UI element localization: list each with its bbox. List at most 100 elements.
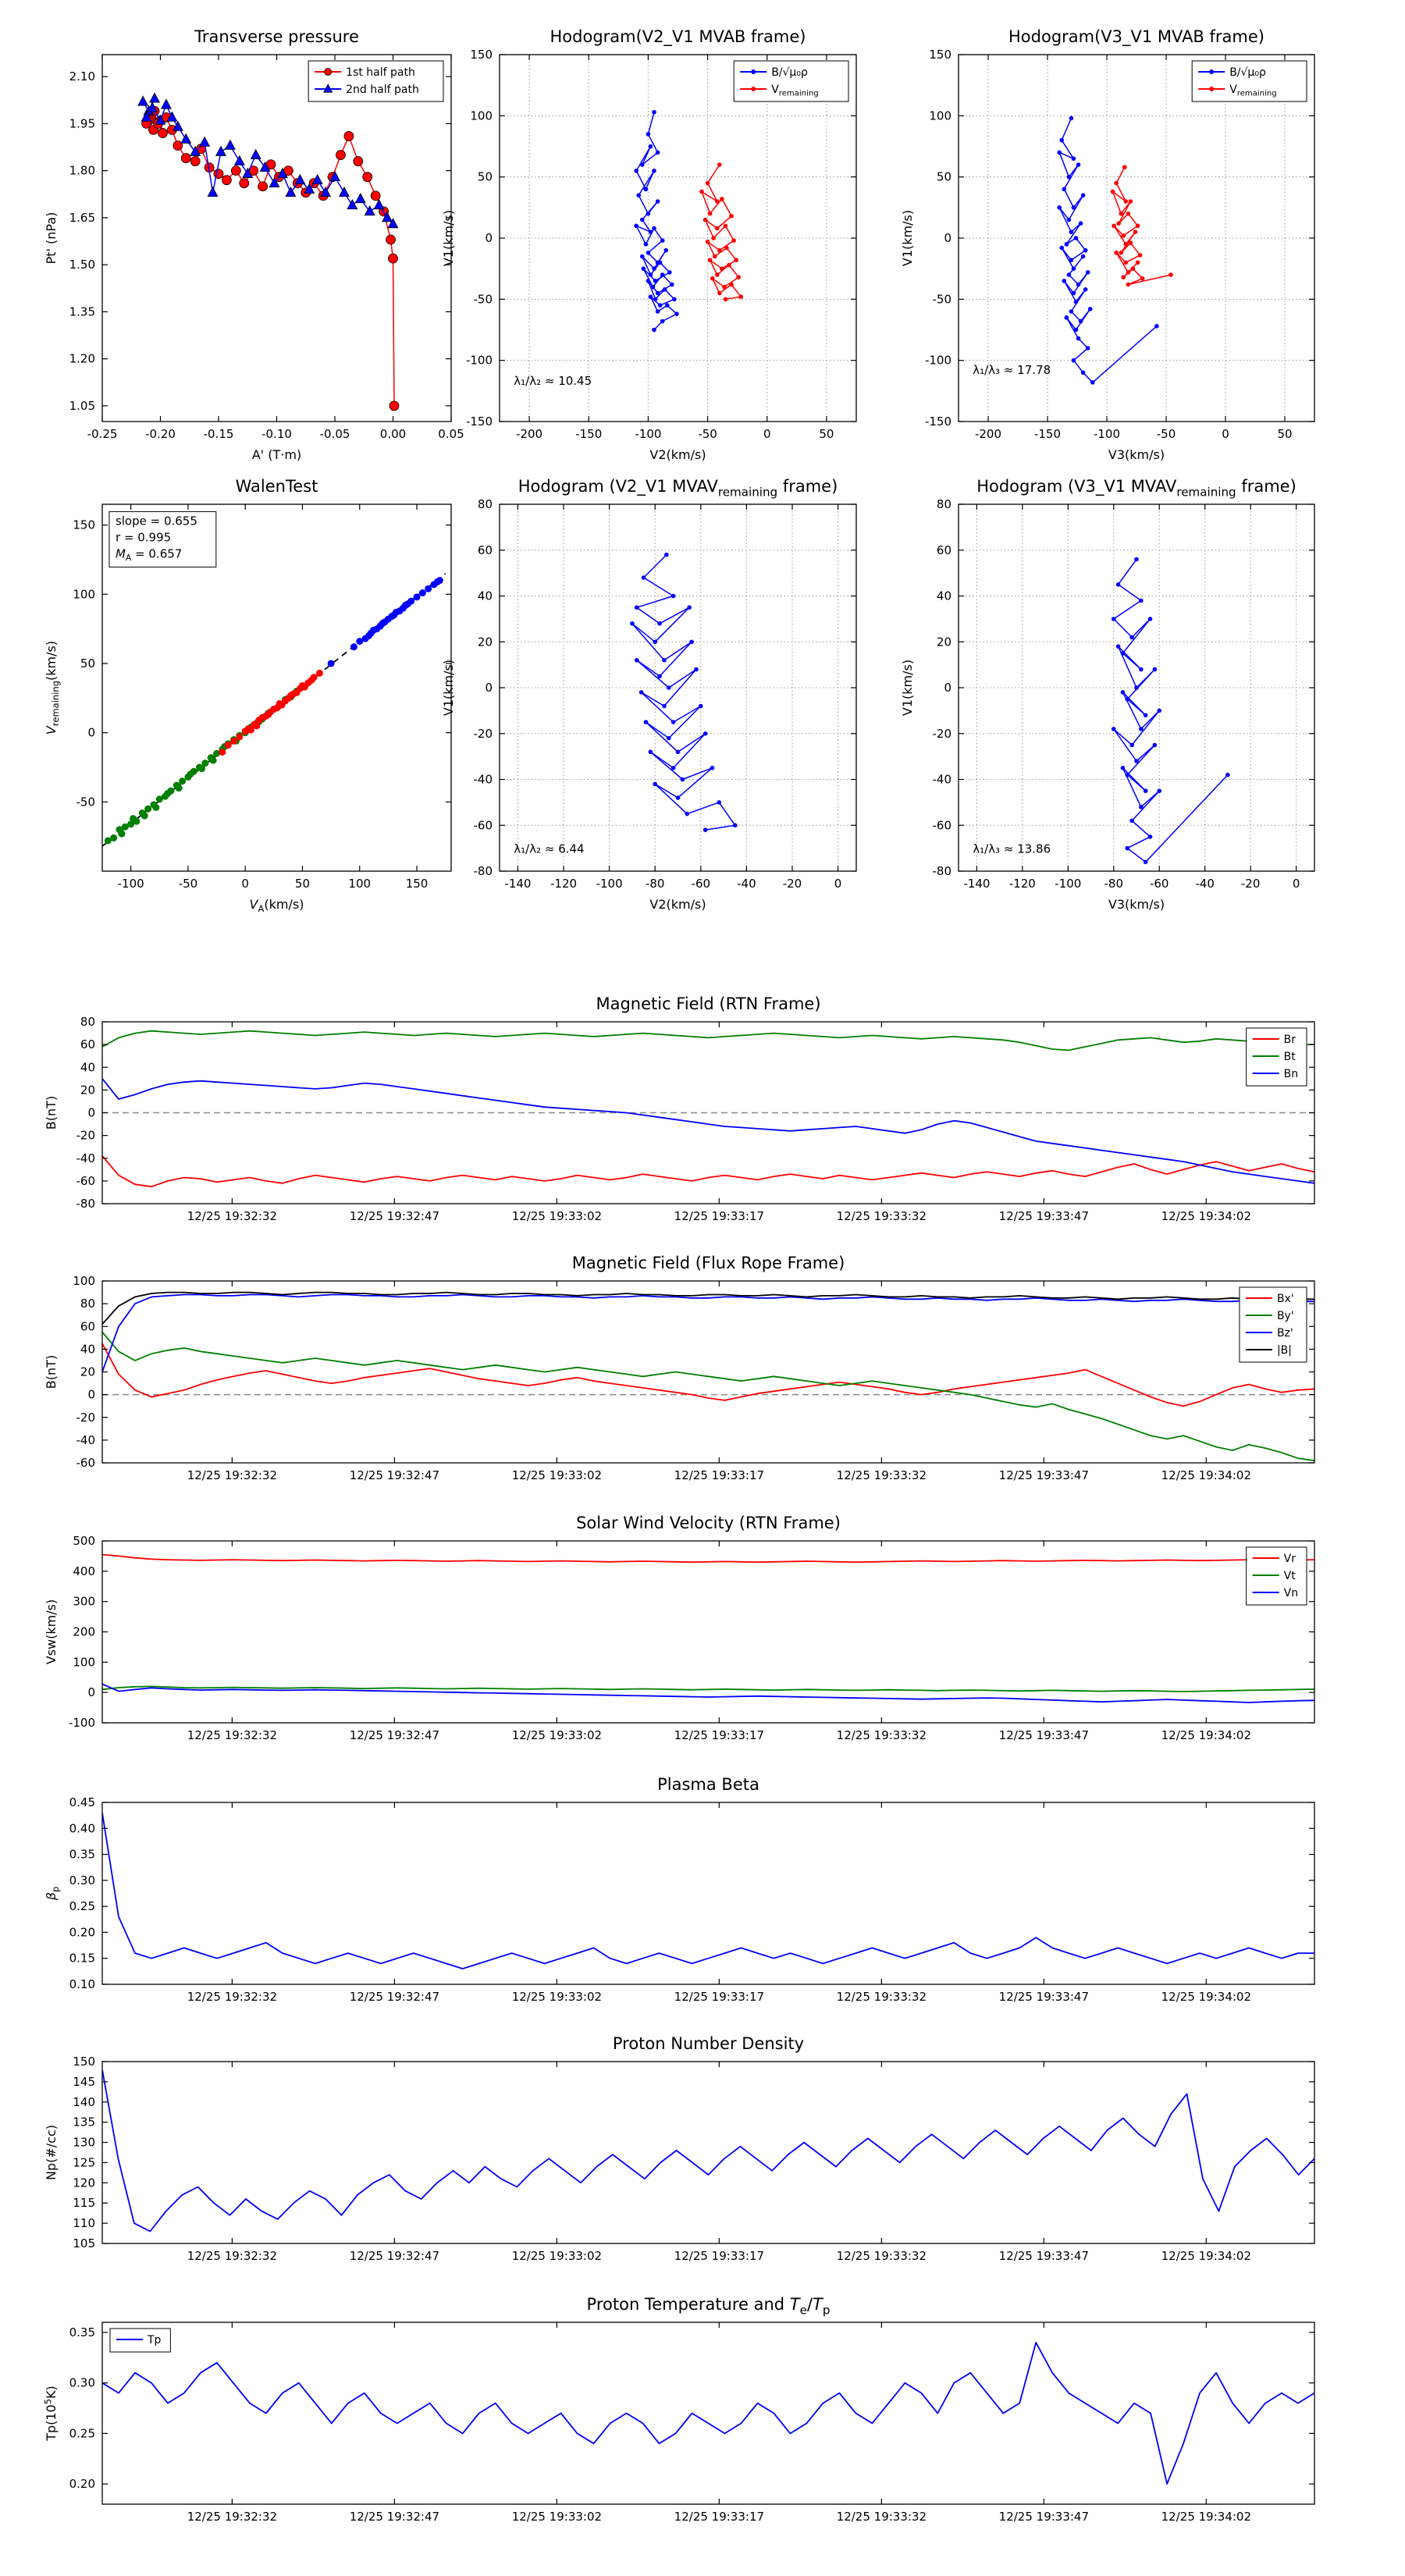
svg-text:-40: -40: [76, 1151, 96, 1165]
svg-text:0: 0: [87, 1106, 95, 1120]
svg-text:-150: -150: [925, 415, 951, 429]
svg-text:-50: -50: [76, 795, 96, 809]
svg-text:Proton Number Density: Proton Number Density: [613, 2034, 804, 2053]
svg-text:-40: -40: [737, 877, 756, 891]
svg-text:12/25 19:34:02: 12/25 19:34:02: [1161, 2510, 1251, 2524]
svg-text:12/25 19:33:02: 12/25 19:33:02: [512, 2249, 602, 2263]
svg-text:-150: -150: [575, 427, 602, 441]
svg-text:0: 0: [87, 1685, 95, 1699]
svg-text:-50: -50: [179, 877, 198, 891]
svg-text:-20: -20: [933, 727, 952, 741]
svg-text:12/25 19:32:32: 12/25 19:32:32: [187, 1468, 277, 1482]
svg-text:Tp(105K): Tp(105K): [42, 2386, 59, 2442]
svg-text:V1(km/s): V1(km/s): [900, 210, 915, 266]
svg-text:40: 40: [80, 1060, 95, 1074]
svg-text:105: 105: [73, 2236, 95, 2250]
svg-text:0.05: 0.05: [438, 427, 464, 441]
svg-text:150: 150: [73, 2055, 95, 2069]
svg-text:12/25 19:33:02: 12/25 19:33:02: [512, 2510, 602, 2524]
svg-text:-80: -80: [76, 1197, 96, 1211]
svg-text:0: 0: [944, 231, 951, 245]
svg-text:-20: -20: [76, 1129, 96, 1143]
svg-text:0: 0: [87, 1388, 95, 1402]
svg-text:-20: -20: [1241, 877, 1261, 891]
svg-text:50: 50: [819, 427, 834, 441]
svg-text:12/25 19:34:02: 12/25 19:34:02: [1161, 1728, 1251, 1742]
svg-text:0: 0: [1222, 427, 1229, 441]
svg-text:0.35: 0.35: [69, 2325, 95, 2339]
svg-text:80: 80: [937, 497, 951, 511]
svg-text:0.10: 0.10: [69, 1977, 95, 1991]
svg-text:12/25 19:32:47: 12/25 19:32:47: [350, 1468, 439, 1482]
svg-text:400: 400: [73, 1564, 95, 1578]
svg-text:12/25 19:32:32: 12/25 19:32:32: [187, 2249, 277, 2263]
svg-text:0: 0: [763, 427, 771, 441]
svg-text:-100: -100: [466, 354, 493, 368]
svg-text:-60: -60: [1150, 877, 1169, 891]
svg-text:50: 50: [937, 170, 951, 184]
svg-text:-60: -60: [76, 1174, 96, 1188]
svg-text:1.80: 1.80: [69, 164, 95, 178]
svg-text:V1(km/s): V1(km/s): [441, 210, 456, 266]
plot-proton-number-density: 12/25 19:32:32 12/25 19:32:47 12/25 19:33:…: [24, 2015, 1329, 2289]
svg-text:12/25 19:33:32: 12/25 19:33:32: [837, 1728, 927, 1742]
svg-text:-0.10: -0.10: [261, 427, 292, 441]
svg-text:12/25 19:33:32: 12/25 19:33:32: [837, 1209, 927, 1223]
svg-text:20: 20: [80, 1365, 95, 1379]
svg-text:12/25 19:34:02: 12/25 19:34:02: [1161, 1990, 1251, 2004]
svg-text:Vr: Vr: [1284, 1553, 1297, 1565]
svg-text:Bz': Bz': [1277, 1327, 1293, 1340]
svg-text:50: 50: [80, 656, 95, 671]
svg-text:80: 80: [80, 1297, 95, 1311]
svg-text:1.50: 1.50: [69, 258, 95, 272]
svg-text:Bx': Bx': [1277, 1293, 1294, 1305]
svg-text:-80: -80: [474, 864, 493, 878]
svg-text:1st half path: 1st half path: [346, 66, 415, 79]
svg-text:12/25 19:33:47: 12/25 19:33:47: [999, 2510, 1089, 2524]
svg-text:150: 150: [73, 518, 95, 532]
svg-text:12/25 19:33:47: 12/25 19:33:47: [999, 1728, 1089, 1742]
svg-text:100: 100: [73, 587, 95, 601]
svg-text:-200: -200: [516, 427, 542, 441]
plot-plasma-beta: 12/25 19:32:32 12/25 19:32:47 12/25 19:33:…: [24, 1756, 1329, 2030]
svg-text:VA(km/s): VA(km/s): [250, 897, 304, 914]
plot-proton-temperature: 12/25 19:32:32 12/25 19:32:47 12/25 19:33:…: [24, 2275, 1329, 2549]
svg-text:115: 115: [73, 2196, 95, 2210]
svg-text:V3(km/s): V3(km/s): [1108, 897, 1165, 912]
svg-text:12/25 19:32:32: 12/25 19:32:32: [187, 1990, 277, 2004]
svg-text:0.30: 0.30: [69, 2376, 95, 2390]
svg-text:100: 100: [348, 877, 371, 891]
svg-text:V2(km/s): V2(km/s): [649, 447, 706, 462]
svg-text:100: 100: [470, 109, 493, 123]
plot-magnetic-field-rtn: 12/25 19:32:32 12/25 19:32:47 12/25 19:33:…: [24, 975, 1329, 1249]
svg-text:λ₁/λ₃ ≈ 13.86: λ₁/λ₃ ≈ 13.86: [973, 842, 1051, 856]
svg-text:12/25 19:33:32: 12/25 19:33:32: [837, 2249, 927, 2263]
svg-text:B/√μ₀ρ: B/√μ₀ρ: [771, 66, 808, 79]
svg-text:λ₁/λ₂ ≈ 10.45: λ₁/λ₂ ≈ 10.45: [514, 374, 592, 388]
svg-text:1.35: 1.35: [69, 304, 95, 318]
svg-text:1.05: 1.05: [69, 399, 95, 413]
svg-text:12/25 19:32:32: 12/25 19:32:32: [187, 1209, 277, 1223]
svg-text:100: 100: [73, 1655, 95, 1669]
svg-text:WalenTest: WalenTest: [236, 477, 318, 496]
svg-text:2nd half path: 2nd half path: [346, 84, 419, 96]
svg-text:-50: -50: [1157, 427, 1176, 441]
plot-hodogram-v3v1-mvab: -200 -150 -100 -50 0 50 -150 -100 -50 0 50 100 150 Ho…: [880, 8, 1329, 467]
svg-text:Vremaining: Vremaining: [1229, 84, 1276, 98]
svg-text:12/25 19:34:02: 12/25 19:34:02: [1161, 1468, 1251, 1482]
svg-text:0.20: 0.20: [69, 1925, 95, 1939]
svg-text:-60: -60: [933, 818, 952, 832]
svg-text:-100: -100: [596, 877, 623, 891]
svg-text:-20: -20: [474, 727, 493, 741]
svg-text:Magnetic Field (Flux Rope Fram: Magnetic Field (Flux Rope Frame): [572, 1254, 845, 1272]
svg-text:150: 150: [929, 48, 951, 62]
svg-text:B/√μ₀ρ: B/√μ₀ρ: [1229, 66, 1266, 79]
svg-text:12/25 19:33:02: 12/25 19:33:02: [512, 1209, 602, 1223]
svg-text:80: 80: [478, 497, 493, 511]
svg-text:-100: -100: [1094, 427, 1120, 441]
svg-text:0.25: 0.25: [69, 2426, 95, 2440]
svg-text:V1(km/s): V1(km/s): [900, 660, 915, 716]
svg-text:125: 125: [73, 2155, 95, 2169]
svg-text:-80: -80: [1104, 877, 1124, 891]
svg-text:Vremaining: Vremaining: [771, 84, 818, 98]
